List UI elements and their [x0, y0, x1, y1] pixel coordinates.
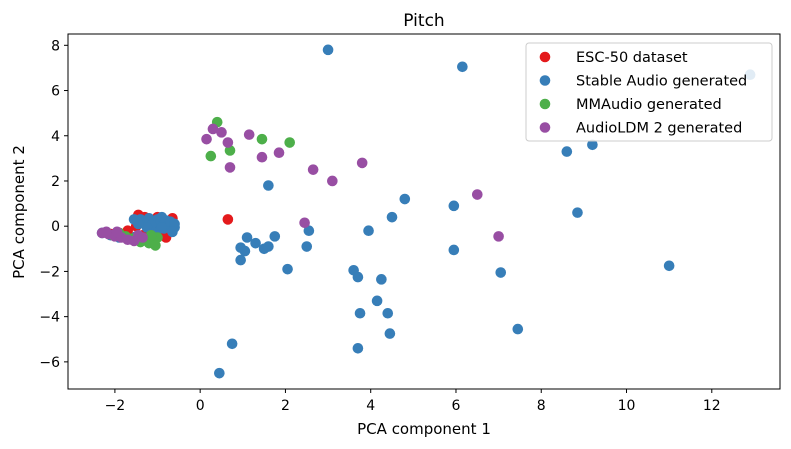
point-s1-21: [448, 244, 460, 256]
point-s2-4: [205, 150, 217, 162]
series-3: [96, 123, 504, 247]
x-tick-label: 10: [618, 398, 636, 414]
point-s1-57: [141, 222, 153, 233]
x-axis-ticks: −2 0 2 4 6 8 10 12: [105, 389, 721, 414]
point-s1-18: [258, 243, 270, 255]
x-tick-label: 12: [703, 398, 721, 414]
point-s1-26: [495, 267, 507, 278]
point-s1-59: [128, 214, 140, 225]
point-s2-9: [150, 240, 161, 251]
point-s3-1: [216, 127, 227, 138]
point-s1-4: [587, 139, 598, 151]
point-s3-7: [356, 157, 368, 169]
point-s3-8: [224, 162, 236, 173]
point-s3-4: [222, 137, 234, 148]
point-s2-2: [284, 137, 296, 148]
point-s1-11: [363, 225, 374, 237]
point-s1-7: [448, 200, 460, 212]
legend-label-2: MMAudio generated: [576, 97, 722, 113]
point-s1-0: [322, 44, 334, 56]
y-tick-label: 8: [51, 38, 60, 54]
point-s1-5: [263, 180, 274, 191]
point-s1-19: [235, 254, 246, 266]
y-axis-ticks: −6 −4 −2 0 2 4 6 8: [39, 38, 68, 371]
point-s1-1: [457, 61, 468, 73]
point-s2-15: [145, 229, 157, 241]
point-s3-6: [256, 151, 268, 163]
point-s3-0: [207, 123, 219, 135]
point-s1-8: [386, 211, 398, 223]
y-tick-label: 2: [51, 174, 60, 190]
point-s3-5: [273, 147, 285, 159]
legend: ESC-50 dataset Stable Audio generated MMAu…: [525, 42, 773, 142]
y-tick-label: 6: [51, 84, 60, 100]
legend-label-1: Stable Audio generated: [576, 74, 747, 90]
point-s3-12: [299, 217, 310, 229]
point-s1-3: [561, 146, 573, 157]
x-tick-label: 4: [366, 398, 375, 414]
point-s1-12: [269, 231, 281, 242]
point-s1-14: [250, 237, 261, 249]
point-s1-22: [282, 263, 293, 275]
legend-items: ESC-50 dataset Stable Audio generated MMAu…: [539, 50, 747, 137]
point-s3-3: [201, 133, 212, 145]
point-s1-9: [572, 207, 583, 218]
y-tick-label: 4: [51, 129, 60, 145]
point-s1-29: [354, 307, 366, 319]
point-s1-16: [239, 245, 251, 257]
point-s1-54: [167, 226, 178, 238]
point-s3-2: [243, 129, 255, 140]
point-s1-13: [241, 232, 253, 243]
y-tick-label: −4: [39, 310, 60, 326]
x-tick-label: 0: [196, 398, 205, 414]
legend-marker-0: [539, 51, 551, 63]
chart-title: Pitch: [403, 11, 444, 31]
y-tick-label: −2: [39, 264, 60, 280]
point-s1-34: [352, 343, 364, 354]
legend-label-0: ESC-50 dataset: [576, 50, 688, 66]
point-s1-33: [226, 338, 238, 350]
x-tick-label: 2: [281, 398, 290, 414]
point-s3-22: [101, 226, 112, 238]
data-points-layer: [96, 44, 756, 379]
legend-marker-2: [539, 98, 551, 110]
point-s2-1: [256, 133, 268, 145]
point-s3-13: [493, 231, 504, 242]
x-axis-label: PCA component 1: [357, 420, 491, 438]
legend-marker-1: [539, 75, 551, 86]
x-tick-label: −2: [105, 398, 126, 414]
x-tick-label: 8: [537, 398, 546, 414]
y-tick-label: −6: [39, 355, 60, 371]
plot-frame: [67, 33, 781, 390]
point-s0-20: [222, 214, 234, 225]
point-s1-10: [303, 225, 315, 237]
legend-label-3: AudioLDM 2 generated: [576, 121, 742, 137]
point-s3-23: [111, 226, 123, 238]
x-tick-label: 6: [452, 398, 461, 414]
point-s1-24: [352, 271, 364, 283]
point-s3-10: [327, 175, 338, 187]
point-s3-11: [471, 189, 483, 200]
point-s1-32: [512, 323, 524, 335]
y-axis-label: PCA component 2: [10, 145, 28, 279]
point-s1-25: [376, 274, 387, 285]
legend-marker-3: [539, 122, 551, 133]
legend-frame: [525, 42, 773, 142]
y-tick-label: 0: [51, 219, 60, 235]
point-s1-30: [382, 307, 394, 319]
point-s3-21: [137, 232, 148, 243]
point-s1-20: [301, 241, 313, 252]
point-s3-9: [307, 164, 319, 175]
point-s1-31: [384, 328, 396, 339]
point-s1-6: [399, 193, 411, 205]
point-s1-27: [663, 260, 675, 272]
point-s1-28: [371, 295, 383, 307]
point-s1-60: [156, 222, 168, 233]
point-s1-35: [214, 367, 225, 379]
